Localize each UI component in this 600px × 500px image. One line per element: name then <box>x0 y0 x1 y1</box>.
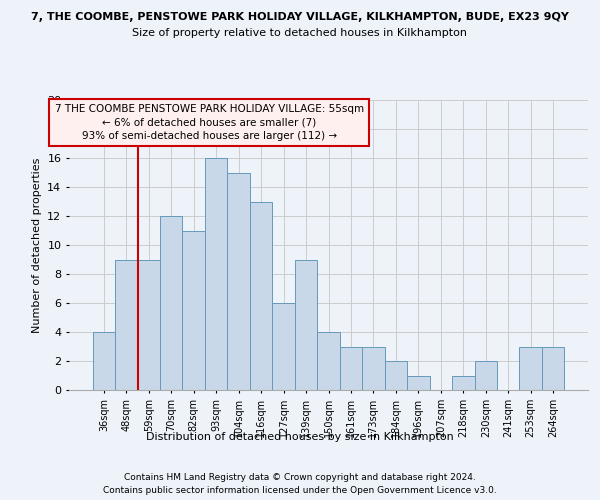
Bar <box>137 260 160 390</box>
Bar <box>520 346 542 390</box>
Text: Size of property relative to detached houses in Kilkhampton: Size of property relative to detached ho… <box>133 28 467 38</box>
Bar <box>317 332 340 390</box>
Y-axis label: Number of detached properties: Number of detached properties <box>32 158 41 332</box>
Text: 7, THE COOMBE, PENSTOWE PARK HOLIDAY VILLAGE, KILKHAMPTON, BUDE, EX23 9QY: 7, THE COOMBE, PENSTOWE PARK HOLIDAY VIL… <box>31 12 569 22</box>
Bar <box>407 376 430 390</box>
Bar <box>227 172 250 390</box>
Bar <box>182 230 205 390</box>
Bar <box>250 202 272 390</box>
Text: Contains public sector information licensed under the Open Government Licence v3: Contains public sector information licen… <box>103 486 497 495</box>
Bar <box>92 332 115 390</box>
Bar <box>452 376 475 390</box>
Text: Contains HM Land Registry data © Crown copyright and database right 2024.: Contains HM Land Registry data © Crown c… <box>124 472 476 482</box>
Text: Distribution of detached houses by size in Kilkhampton: Distribution of detached houses by size … <box>146 432 454 442</box>
Bar <box>542 346 565 390</box>
Bar <box>362 346 385 390</box>
Bar <box>115 260 137 390</box>
Bar <box>385 361 407 390</box>
Text: 7 THE COOMBE PENSTOWE PARK HOLIDAY VILLAGE: 55sqm
← 6% of detached houses are sm: 7 THE COOMBE PENSTOWE PARK HOLIDAY VILLA… <box>55 104 364 141</box>
Bar <box>295 260 317 390</box>
Bar <box>160 216 182 390</box>
Bar <box>340 346 362 390</box>
Bar <box>205 158 227 390</box>
Bar <box>475 361 497 390</box>
Bar <box>272 303 295 390</box>
